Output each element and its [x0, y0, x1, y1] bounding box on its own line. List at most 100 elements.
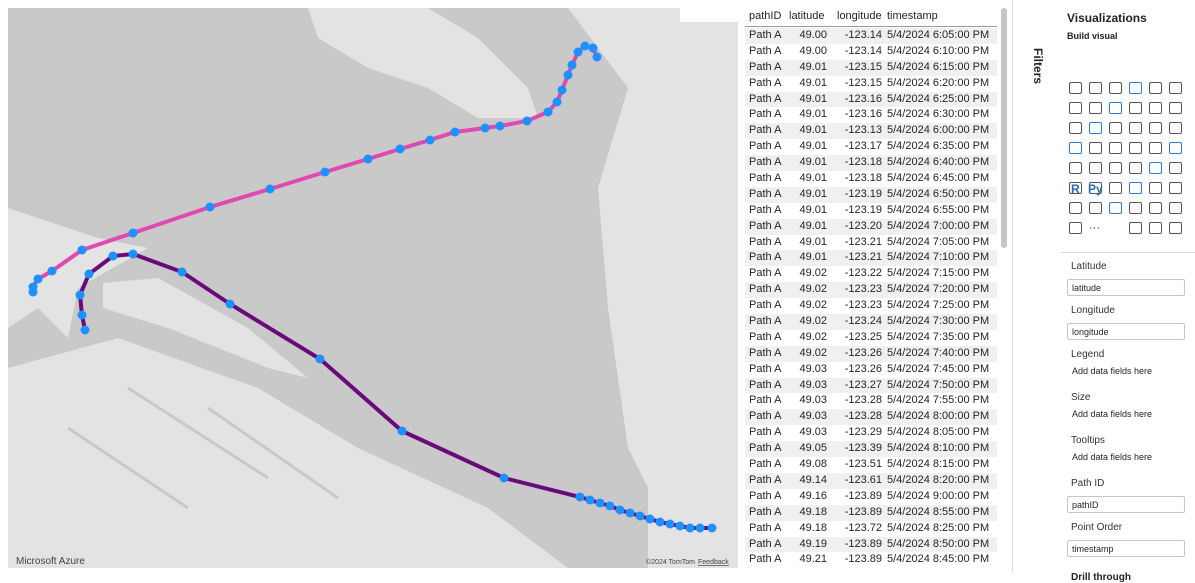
table-cell: Path A — [749, 92, 782, 105]
table-cell: -123.17 — [844, 140, 882, 153]
table-cell: 49.01 — [799, 203, 827, 216]
table-cell: 49.00 — [799, 44, 827, 57]
table-row: Path A 49.01 -123.16 5/4/2024 6:30:00 PM — [745, 107, 997, 123]
table-cell: -123.89 — [844, 489, 882, 502]
table-cell: 5/4/2024 7:15:00 PM — [887, 267, 990, 280]
field-box[interactable]: latitude — [1067, 279, 1185, 296]
visual-icon — [1089, 162, 1102, 174]
well-label: Legend — [1071, 349, 1105, 360]
table-cell: -123.14 — [844, 44, 882, 57]
route-point — [665, 519, 675, 529]
field-placeholder[interactable]: Add data fields here — [1072, 366, 1153, 376]
table-row: Path A 49.01 -123.19 5/4/2024 6:55:00 PM — [745, 203, 997, 219]
route-point — [592, 52, 602, 62]
table-cell: -123.16 — [844, 108, 882, 121]
table-cell: 49.03 — [799, 426, 827, 439]
table-cell: 5/4/2024 6:25:00 PM — [887, 92, 990, 105]
table-cell: 5/4/2024 8:15:00 PM — [887, 458, 990, 471]
field-box[interactable]: longitude — [1067, 323, 1185, 340]
table-row: Path A 49.01 -123.18 5/4/2024 6:45:00 PM — [745, 171, 997, 187]
table-cell: Path A — [749, 76, 782, 89]
table-cell: 5/4/2024 6:10:00 PM — [887, 44, 990, 57]
route-point — [575, 492, 585, 502]
well-label: Latitude — [1071, 261, 1107, 272]
visual-icon — [1149, 102, 1162, 114]
table-cell: 49.01 — [799, 235, 827, 248]
route-point — [108, 251, 118, 261]
table-cell: Path A — [749, 251, 782, 264]
table-cell: 5/4/2024 7:40:00 PM — [887, 346, 990, 359]
copyright: ©2024 TomTom — [646, 558, 695, 566]
table-row: Path A 49.03 -123.26 5/4/2024 7:45:00 PM — [745, 362, 997, 378]
route-point — [685, 523, 695, 533]
map-visual[interactable]: Microsoft Azure ©2024 TomTom Feedback — [8, 8, 738, 568]
route-point — [77, 245, 87, 255]
table-row: Path A 49.01 -123.17 5/4/2024 6:35:00 PM — [745, 139, 997, 155]
land-shape — [103, 278, 308, 378]
table-cell: 5/4/2024 7:45:00 PM — [887, 362, 990, 375]
table-row: Path A 49.03 -123.29 5/4/2024 8:05:00 PM — [745, 425, 997, 441]
route-point — [645, 514, 655, 524]
visual-icon — [1129, 182, 1142, 194]
table-cell: -123.23 — [844, 299, 882, 312]
visual-icon — [1109, 162, 1122, 174]
table-cell: -123.28 — [844, 394, 882, 407]
route-point — [128, 249, 138, 259]
table-cell: 5/4/2024 7:25:00 PM — [887, 299, 990, 312]
filters-pane[interactable]: Filters — [1012, 0, 1062, 573]
column-header: timestamp — [887, 10, 938, 22]
table-visual[interactable]: pathID latitude longitude timestamp Path A 49… — [745, 6, 997, 568]
field-box[interactable]: timestamp — [1067, 540, 1185, 557]
visual-icon — [1169, 202, 1182, 214]
table-cell: -123.51 — [844, 458, 882, 471]
route-point — [543, 107, 553, 117]
table-row: Path A 49.00 -123.14 5/4/2024 6:10:00 PM — [745, 44, 997, 60]
table-cell: 5/4/2024 8:05:00 PM — [887, 426, 990, 439]
table-cell: -123.13 — [844, 124, 882, 137]
table-cell: 49.01 — [799, 172, 827, 185]
table-cell: -123.89 — [844, 553, 882, 566]
visual-icon — [1169, 162, 1182, 174]
route-point — [567, 60, 577, 70]
table-cell: 49.18 — [799, 521, 827, 534]
route-point — [495, 121, 505, 131]
table-cell: -123.25 — [844, 330, 882, 343]
table-row: Path A 49.08 -123.51 5/4/2024 8:15:00 PM — [745, 457, 997, 473]
visual-icon — [1129, 202, 1142, 214]
table-cell: 5/4/2024 6:00:00 PM — [887, 124, 990, 137]
feedback-link[interactable]: Feedback — [698, 559, 729, 566]
table-cell: 49.03 — [799, 362, 827, 375]
table-cell: 49.16 — [799, 489, 827, 502]
table-row: Path A 49.00 -123.14 5/4/2024 6:05:00 PM — [745, 28, 997, 44]
scrollbar[interactable] — [1001, 8, 1007, 248]
table-cell: 49.01 — [799, 140, 827, 153]
visual-header — [680, 8, 738, 22]
table-cell: -123.39 — [844, 442, 882, 455]
table-cell: Path A — [749, 203, 782, 216]
column-header: pathID — [749, 10, 782, 22]
visual-icon — [1069, 222, 1082, 234]
field-placeholder[interactable]: Add data fields here — [1072, 409, 1153, 419]
visual-icon — [1169, 102, 1182, 114]
table-cell: 49.02 — [799, 267, 827, 280]
route-point — [47, 266, 57, 276]
table-row: Path A 49.01 -123.13 5/4/2024 6:00:00 PM — [745, 123, 997, 140]
table-cell: 5/4/2024 6:05:00 PM — [887, 29, 990, 41]
field-wells: Latitude latitude Longitude longitude Legend… — [1061, 252, 1195, 583]
table-cell: 5/4/2024 8:25:00 PM — [887, 521, 990, 534]
route-point — [395, 144, 405, 154]
field-box[interactable]: pathID — [1067, 496, 1185, 513]
table-cell: -123.72 — [844, 521, 882, 534]
route-point — [77, 310, 87, 320]
visual-icon — [1109, 142, 1122, 154]
field-placeholder[interactable]: Add data fields here — [1072, 452, 1153, 462]
visual-icon-r[interactable]: R — [1071, 182, 1080, 196]
visual-icon — [1089, 142, 1102, 154]
table-row: Path A 49.01 -123.21 5/4/2024 7:10:00 PM — [745, 250, 997, 267]
filters-title[interactable]: Filters — [1031, 48, 1045, 85]
visual-icon — [1149, 222, 1162, 234]
table-row: Path A 49.02 -123.23 5/4/2024 7:20:00 PM — [745, 282, 997, 299]
islands-water — [67, 386, 339, 510]
route-point — [225, 299, 235, 309]
route-point — [707, 523, 717, 533]
